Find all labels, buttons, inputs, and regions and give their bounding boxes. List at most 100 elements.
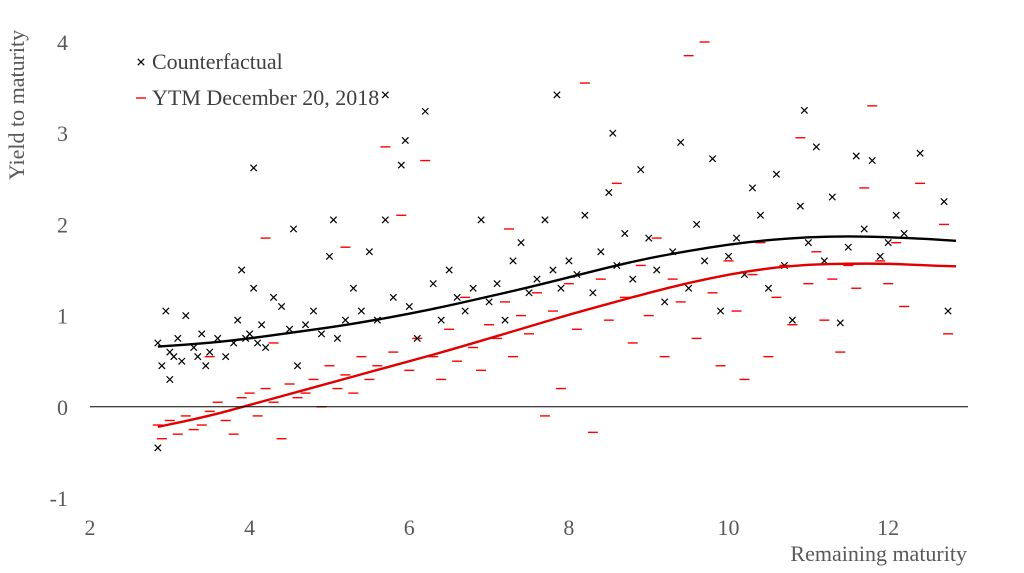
point-counterfactual-9-stroke-b	[194, 353, 202, 361]
point-counterfactual-64	[565, 257, 573, 265]
point-counterfactual-10-stroke-b	[198, 330, 206, 338]
point-counterfactual-55	[501, 316, 509, 324]
point-counterfactual-94-stroke-b	[796, 202, 805, 210]
point-counterfactual-112	[154, 444, 162, 452]
fit-lines-layer	[157, 235, 957, 429]
point-counterfactual-102	[852, 152, 860, 160]
point-counterfactual-6-stroke-b	[178, 357, 186, 365]
point-counterfactual-41	[397, 161, 405, 169]
point-counterfactual-19	[250, 164, 258, 172]
point-counterfactual-89	[756, 211, 765, 219]
point-counterfactual-22-stroke-b	[261, 343, 270, 352]
point-counterfactual-1	[158, 362, 166, 370]
point-counterfactual-80	[685, 284, 693, 292]
point-counterfactual-72	[621, 229, 629, 238]
point-counterfactual-77	[661, 298, 669, 306]
point-counterfactual-84-stroke-b	[716, 307, 725, 315]
point-counterfactual-35-stroke-b	[349, 284, 358, 292]
point-counterfactual-40	[389, 293, 397, 301]
point-counterfactual-11-stroke-b	[206, 348, 214, 356]
point-counterfactual-106	[884, 239, 892, 247]
point-counterfactual-116-stroke-b	[381, 91, 389, 99]
y-tick-label-3: 3	[57, 121, 68, 146]
point-counterfactual-69	[605, 188, 613, 197]
point-counterfactual-29-stroke-b	[309, 307, 318, 315]
point-counterfactual-23	[269, 293, 278, 301]
point-counterfactual-106-stroke-b	[884, 239, 892, 247]
point-counterfactual-94	[796, 202, 805, 210]
point-counterfactual-111	[944, 307, 952, 315]
point-counterfactual-34-stroke-b	[341, 316, 350, 324]
point-counterfactual-115	[250, 284, 258, 292]
point-counterfactual-48	[445, 266, 453, 274]
point-counterfactual-0-stroke-b	[154, 339, 162, 347]
point-counterfactual-19-stroke-b	[250, 164, 258, 172]
point-counterfactual-103	[860, 225, 868, 233]
point-counterfactual-21-stroke-b	[257, 321, 266, 329]
point-counterfactual-2-stroke-b	[162, 307, 170, 315]
point-counterfactual-70-stroke-b	[609, 129, 617, 137]
point-counterfactual-102-stroke-b	[852, 152, 860, 160]
point-counterfactual-91	[772, 170, 781, 178]
x-tick-label-8: 8	[563, 515, 574, 540]
point-counterfactual-59	[533, 275, 541, 283]
point-counterfactual-116	[381, 91, 389, 99]
point-counterfactual-97	[812, 143, 820, 151]
point-counterfactual-53	[485, 298, 493, 306]
point-counterfactual-111-stroke-b	[944, 307, 952, 315]
point-counterfactual-21	[257, 321, 266, 329]
point-counterfactual-2	[162, 307, 170, 315]
point-counterfactual-7-stroke-b	[182, 311, 190, 320]
point-counterfactual-82-stroke-b	[700, 257, 709, 265]
point-counterfactual-31-stroke-b	[325, 252, 334, 260]
point-counterfactual-52-stroke-b	[477, 216, 485, 224]
point-counterfactual-26	[289, 225, 298, 233]
point-counterfactual-58	[525, 289, 533, 297]
point-counterfactual-114	[202, 362, 210, 370]
point-counterfactual-115-stroke-b	[250, 284, 258, 292]
point-counterfactual-100	[836, 319, 844, 327]
point-counterfactual-43	[405, 302, 413, 311]
point-counterfactual-8-stroke-b	[190, 343, 198, 352]
point-counterfactual-5	[174, 334, 182, 343]
point-counterfactual-86	[732, 234, 741, 242]
point-counterfactual-66	[581, 211, 589, 219]
point-counterfactual-74	[637, 166, 645, 174]
point-counterfactual-93	[788, 316, 797, 324]
series-1	[152, 41, 954, 440]
point-counterfactual-96	[804, 239, 812, 247]
point-counterfactual-88-stroke-b	[748, 184, 757, 192]
point-counterfactual-42	[401, 136, 409, 145]
y-axis-title: Yield to maturity	[4, 30, 29, 180]
point-counterfactual-31	[325, 252, 334, 260]
point-counterfactual-64-stroke-b	[565, 257, 573, 265]
x-tick-label-10: 10	[718, 515, 740, 540]
point-counterfactual-68-stroke-b	[597, 248, 605, 256]
point-counterfactual-32-stroke-b	[329, 216, 338, 224]
point-counterfactual-51	[469, 284, 477, 292]
point-counterfactual-108-stroke-b	[900, 229, 908, 238]
point-counterfactual-44-stroke-b	[413, 334, 421, 343]
point-counterfactual-56	[509, 257, 517, 265]
point-counterfactual-50	[461, 307, 469, 315]
x-tick-label-4: 4	[244, 515, 255, 540]
fit-line-0	[157, 235, 957, 348]
point-counterfactual-15	[234, 316, 242, 324]
point-counterfactual-18-stroke-b	[246, 330, 254, 338]
y-tick-label-2: 2	[57, 212, 68, 237]
point-counterfactual-57	[517, 239, 525, 247]
point-counterfactual-67-stroke-b	[589, 289, 597, 297]
point-counterfactual-34	[341, 316, 350, 324]
y-tick-label-4: 4	[57, 30, 68, 55]
point-counterfactual-63	[557, 284, 565, 292]
point-counterfactual-37-stroke-b	[365, 248, 373, 256]
point-counterfactual-12-stroke-b	[214, 334, 222, 343]
point-counterfactual-83	[708, 155, 717, 163]
point-counterfactual-43-stroke-b	[405, 302, 413, 311]
point-counterfactual-82	[700, 257, 709, 265]
point-counterfactual-49	[453, 293, 461, 301]
point-counterfactual-110	[940, 197, 948, 206]
point-counterfactual-114-stroke-b	[202, 362, 210, 370]
point-counterfactual-30	[317, 330, 326, 338]
